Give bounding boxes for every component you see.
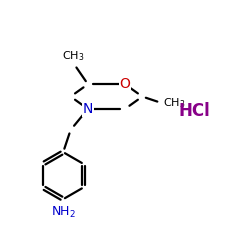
Text: O: O xyxy=(120,77,130,91)
Text: N: N xyxy=(83,102,93,116)
Text: HCl: HCl xyxy=(178,102,210,120)
Text: CH$_3$: CH$_3$ xyxy=(163,96,186,110)
Text: NH$_2$: NH$_2$ xyxy=(51,205,76,220)
Text: CH$_3$: CH$_3$ xyxy=(62,50,84,63)
